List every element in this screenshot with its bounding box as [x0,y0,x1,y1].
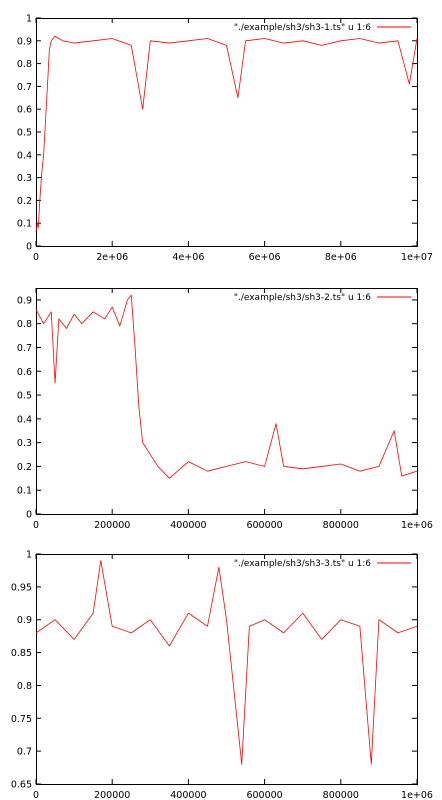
y-tick-label: 0.3 [17,173,32,184]
y-tick-label: 0.2 [17,196,32,207]
y-tick-label: 0.65 [11,780,32,791]
x-ticks: 0 2e+06 4e+06 6e+06 8e+06 1e+07 [33,18,433,263]
legend: "./example/sh3/sh3-2.ts" u 1:6 [234,293,411,303]
plot-frame [36,554,418,785]
chart-sh3-1: 0 2e+06 4e+06 6e+06 8e+06 1e+07 0 0.1 0.2 0.3 0.4… [17,14,433,264]
x-tick-label: 0 [33,252,39,263]
x-tick-label: 2e+06 [96,252,128,263]
x-ticks: 0 200000 400000 600000 800000 1e+06 [33,554,433,800]
y-ticks: 0.65 0.7 0.75 0.8 0.85 0.9 0.95 1 [11,550,417,791]
legend: "./example/sh3/sh3-1.ts" u 1:6 [234,23,411,33]
legend-label: "./example/sh3/sh3-2.ts" u 1:6 [234,293,371,303]
x-ticks: 0 200000 400000 600000 800000 1e+06 [33,288,433,531]
y-tick-label: 0.75 [11,714,32,725]
x-tick-label: 400000 [170,520,206,531]
x-tick-label: 600000 [246,520,282,531]
y-ticks: 0 0.1 0.2 0.3 0.4 0.5 0.6 0.7 0.8 0.9 1 [17,14,417,253]
y-tick-label: 0.9 [17,36,32,47]
y-tick-label: 0.5 [17,128,32,139]
x-tick-label: 1e+06 [401,790,433,800]
y-tick-label: 1 [26,550,32,561]
plot-frame [36,18,418,247]
y-tick-label: 0.6 [17,105,32,116]
x-tick-label: 0 [33,790,39,800]
series-lines [35,560,418,765]
legend: "./example/sh3/sh3-3.ts" u 1:6 [234,559,411,569]
series-lines [35,35,418,233]
y-tick-label: 0.85 [11,648,32,659]
x-tick-label: 0 [33,520,39,531]
y-tick-label: 0.8 [17,319,32,330]
series-lines [35,294,418,479]
legend-label: "./example/sh3/sh3-3.ts" u 1:6 [234,559,371,569]
y-tick-label: 0.7 [17,82,32,93]
series-line [35,560,418,765]
y-tick-label: 0.1 [17,219,32,230]
y-tick-label: 0.6 [17,367,32,378]
x-tick-label: 8e+06 [325,252,357,263]
y-ticks: 0 0.1 0.2 0.3 0.4 0.5 0.6 0.7 0.8 0.9 [17,295,417,521]
chart-sh3-3: 0 200000 400000 600000 800000 1e+06 0.650.70.… [11,550,433,800]
series-line [35,294,418,479]
y-tick-label: 0.1 [17,486,32,497]
y-tick-label: 0 [26,510,32,521]
x-tick-label: 800000 [323,790,359,800]
y-tick-label: 0.4 [17,414,32,425]
plot-frame [36,288,418,515]
x-tick-label: 400000 [170,790,206,800]
y-tick-label: 1 [26,14,32,25]
y-tick-label: 0.5 [17,391,32,402]
y-tick-label: 0.7 [17,343,32,354]
y-tick-label: 0.8 [17,59,32,70]
chart-sh3-2: 0 200000 400000 600000 800000 1e+06 0 0.1 0.2 0.… [17,288,433,531]
y-tick-label: 0.7 [17,747,32,758]
y-tick-label: 0.8 [17,681,32,692]
x-tick-label: 6e+06 [249,252,281,263]
y-tick-label: 0.2 [17,462,32,473]
y-tick-label: 0.4 [17,150,32,161]
x-tick-label: 4e+06 [172,252,204,263]
x-tick-label: 1e+07 [401,252,433,263]
y-tick-label: 0.9 [17,615,32,626]
y-tick-label: 0.3 [17,438,32,449]
x-tick-label: 1e+06 [401,520,433,531]
x-tick-label: 200000 [94,520,130,531]
x-tick-label: 200000 [94,790,130,800]
y-tick-label: 0.95 [11,582,32,593]
y-tick-label: 0.9 [17,295,32,306]
x-tick-label: 600000 [246,790,282,800]
x-tick-label: 800000 [323,520,359,531]
series-line [35,35,418,233]
y-tick-label: 0 [26,242,32,253]
legend-label: "./example/sh3/sh3-1.ts" u 1:6 [234,23,371,33]
